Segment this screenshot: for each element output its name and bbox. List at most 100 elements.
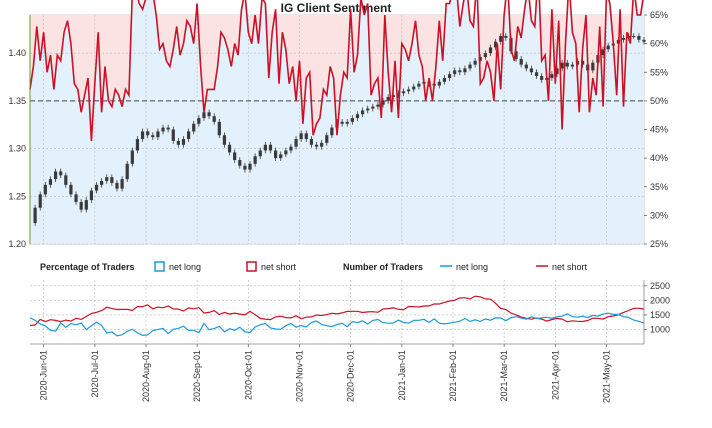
candle-body — [345, 121, 349, 124]
count-tick-label: 1500 — [650, 310, 670, 320]
net-short-area-fill — [30, 0, 644, 141]
candle-body — [458, 70, 462, 73]
candle-body — [212, 116, 216, 122]
legend-pct-long-label: net long — [169, 262, 201, 272]
candle-body — [447, 74, 452, 78]
candle-body — [94, 184, 99, 191]
trader-count-lines — [29, 295, 645, 337]
candle-body — [289, 146, 293, 151]
percent-tick-label: 25% — [650, 239, 668, 249]
date-tick-label: 2021-Mar-01 — [499, 350, 509, 402]
candle-body — [197, 118, 201, 124]
candle-body — [202, 112, 206, 119]
candle-body — [396, 93, 400, 96]
percent-tick-label: 35% — [650, 182, 668, 192]
legend-pct-short-label: net short — [261, 262, 297, 272]
candle-body — [274, 150, 278, 159]
candle-body — [100, 181, 104, 185]
date-axis: 2020-Jun-01 2020-Jul-01 2020-Aug-01 2020-Se… — [30, 343, 644, 403]
net-short-percent-line — [29, 0, 644, 141]
candle-body — [550, 74, 554, 78]
count-axis: 1000 1500 2000 2500 — [643, 280, 670, 344]
candle-body — [151, 135, 155, 138]
candle-body — [473, 60, 477, 65]
candle-body — [156, 131, 160, 138]
bottom-gridlines — [30, 280, 644, 344]
candle-body — [494, 41, 498, 48]
candle-body — [227, 144, 232, 153]
date-tick-label: 2020-Jun-01 — [39, 350, 49, 401]
candle-body — [371, 106, 375, 109]
percent-tick-label: 30% — [650, 210, 668, 220]
candle-body — [299, 133, 303, 140]
candle-body — [130, 150, 134, 164]
candle-body — [233, 152, 237, 161]
date-tick-label: 2021-Feb-01 — [448, 350, 458, 402]
count-tick-label: 1000 — [650, 324, 670, 334]
percent-tick-label: 55% — [650, 67, 668, 77]
date-tick-label: 2021-Apr-01 — [550, 350, 560, 400]
date-tick-label: 2021-May-01 — [601, 350, 611, 403]
price-tick-label: 1.25 — [8, 191, 26, 201]
candle-body — [253, 156, 257, 164]
legend-pct-short-swatch — [246, 261, 257, 272]
candle-body — [238, 160, 242, 166]
candle-body — [268, 144, 273, 151]
percent-axis: 25% 30% 35% 40% 45% 50% 55% 60% 65% — [644, 10, 668, 249]
date-tick-label: 2020-Nov-01 — [294, 350, 304, 402]
candle-body — [366, 108, 370, 111]
candle-body — [407, 89, 411, 92]
sentiment-area-fills — [30, 0, 644, 244]
candle-body — [207, 112, 211, 117]
candle-body — [74, 194, 78, 203]
candle-body — [176, 140, 180, 145]
candle-body — [325, 135, 329, 143]
candle-body — [540, 76, 544, 80]
date-tick-label: 2020-Aug-01 — [141, 350, 151, 402]
candle-body — [463, 68, 467, 73]
candle-body — [125, 163, 129, 180]
candle-body — [499, 35, 503, 42]
legend-num-long-label: net long — [456, 262, 488, 272]
candle-body — [53, 171, 58, 180]
candle-body — [555, 68, 559, 75]
legend: Percentage of Traders net long net short… — [40, 261, 588, 272]
candle-body — [243, 165, 247, 170]
candle-body — [187, 131, 191, 140]
candle-body — [376, 104, 380, 107]
candle-body — [320, 142, 324, 147]
candle-body — [534, 72, 539, 77]
candle-body — [570, 64, 574, 67]
candle-body — [381, 100, 385, 105]
candle-body — [105, 177, 109, 182]
candle-body — [120, 179, 124, 189]
candle-body — [514, 51, 518, 59]
price-tick-label: 1.35 — [8, 96, 26, 106]
candle-body — [135, 139, 140, 151]
candle-body — [84, 200, 88, 210]
candle-body — [637, 35, 641, 40]
candle-body — [417, 83, 421, 87]
price-tick-label: 1.20 — [8, 239, 26, 249]
candle-body — [442, 77, 447, 82]
legend-pct-title: Percentage of Traders — [40, 262, 135, 272]
candle-body — [504, 35, 508, 38]
candle-body — [386, 97, 390, 101]
price-tick-label: 1.40 — [8, 48, 26, 58]
legend-num-short-label: net short — [552, 262, 588, 272]
legend-pct-long-swatch — [154, 261, 165, 272]
candle-body — [279, 154, 283, 159]
candle-body — [453, 70, 457, 75]
candle-body — [64, 175, 68, 185]
date-tick-label: 2020-Jul-01 — [90, 350, 100, 398]
candle-body — [483, 53, 487, 57]
candle-body — [115, 182, 119, 189]
candle-body — [263, 144, 267, 151]
percent-tick-label: 40% — [650, 153, 668, 163]
candle-body — [401, 91, 406, 94]
percent-tick-label: 50% — [650, 96, 668, 106]
candle-body — [632, 35, 636, 37]
candle-body — [171, 129, 175, 141]
